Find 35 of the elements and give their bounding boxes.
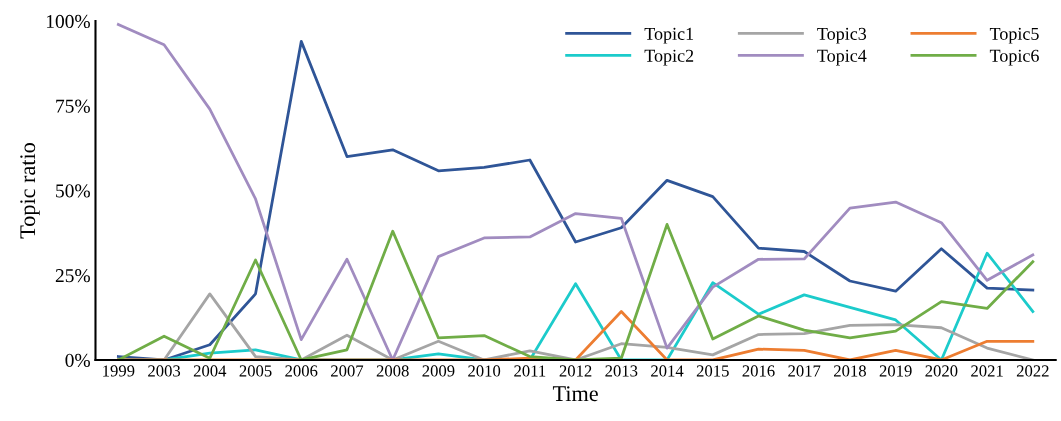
line-series (116, 223, 1035, 360)
legend-label: Topic3 (817, 27, 867, 44)
x-tick-label: 2004 (193, 365, 227, 377)
legend-label: Topic5 (989, 27, 1039, 44)
y-axis-title: Topic ratio (20, 143, 40, 239)
x-tick-label: 2012 (559, 365, 592, 377)
x-tick-label: 2005 (239, 365, 272, 377)
y-tick-label: 0% (65, 353, 90, 367)
legend-label: Topic2 (644, 49, 694, 66)
y-tick-label: 50% (56, 184, 90, 198)
x-tick-label: 2003 (148, 365, 181, 377)
x-tick-label: 2006 (285, 365, 318, 377)
x-tick-label: 2013 (605, 365, 638, 377)
x-tick-label: 2020 (925, 365, 958, 377)
legend-label: Topic4 (817, 49, 867, 66)
x-tick-label: 2022 (1016, 365, 1049, 377)
x-tick-label: 2011 (514, 365, 546, 377)
x-tick-label: 1999 (103, 365, 135, 377)
x-tick-label: 2016 (742, 365, 775, 377)
x-tick-label: 2009 (422, 365, 455, 377)
x-tick-label: 2015 (696, 365, 729, 377)
x-tick-label: 2017 (788, 365, 821, 377)
x-axis-title: Time (552, 386, 598, 402)
x-tick-label: 2018 (834, 365, 866, 377)
x-tick-label: 2010 (468, 365, 501, 377)
y-tick-label: 75% (56, 99, 90, 113)
x-tick-label: 2021 (971, 365, 1003, 377)
legend-label: Topic1 (644, 27, 694, 44)
x-tick-label: 2007 (331, 365, 364, 377)
x-tick-label: 2008 (376, 365, 409, 377)
y-tick-label: 25% (55, 269, 90, 283)
legend-label: Topic6 (989, 49, 1039, 66)
y-tick-label: 100% (46, 14, 90, 29)
x-tick-label: 2014 (651, 365, 684, 377)
x-tick-label: 2019 (879, 365, 912, 377)
